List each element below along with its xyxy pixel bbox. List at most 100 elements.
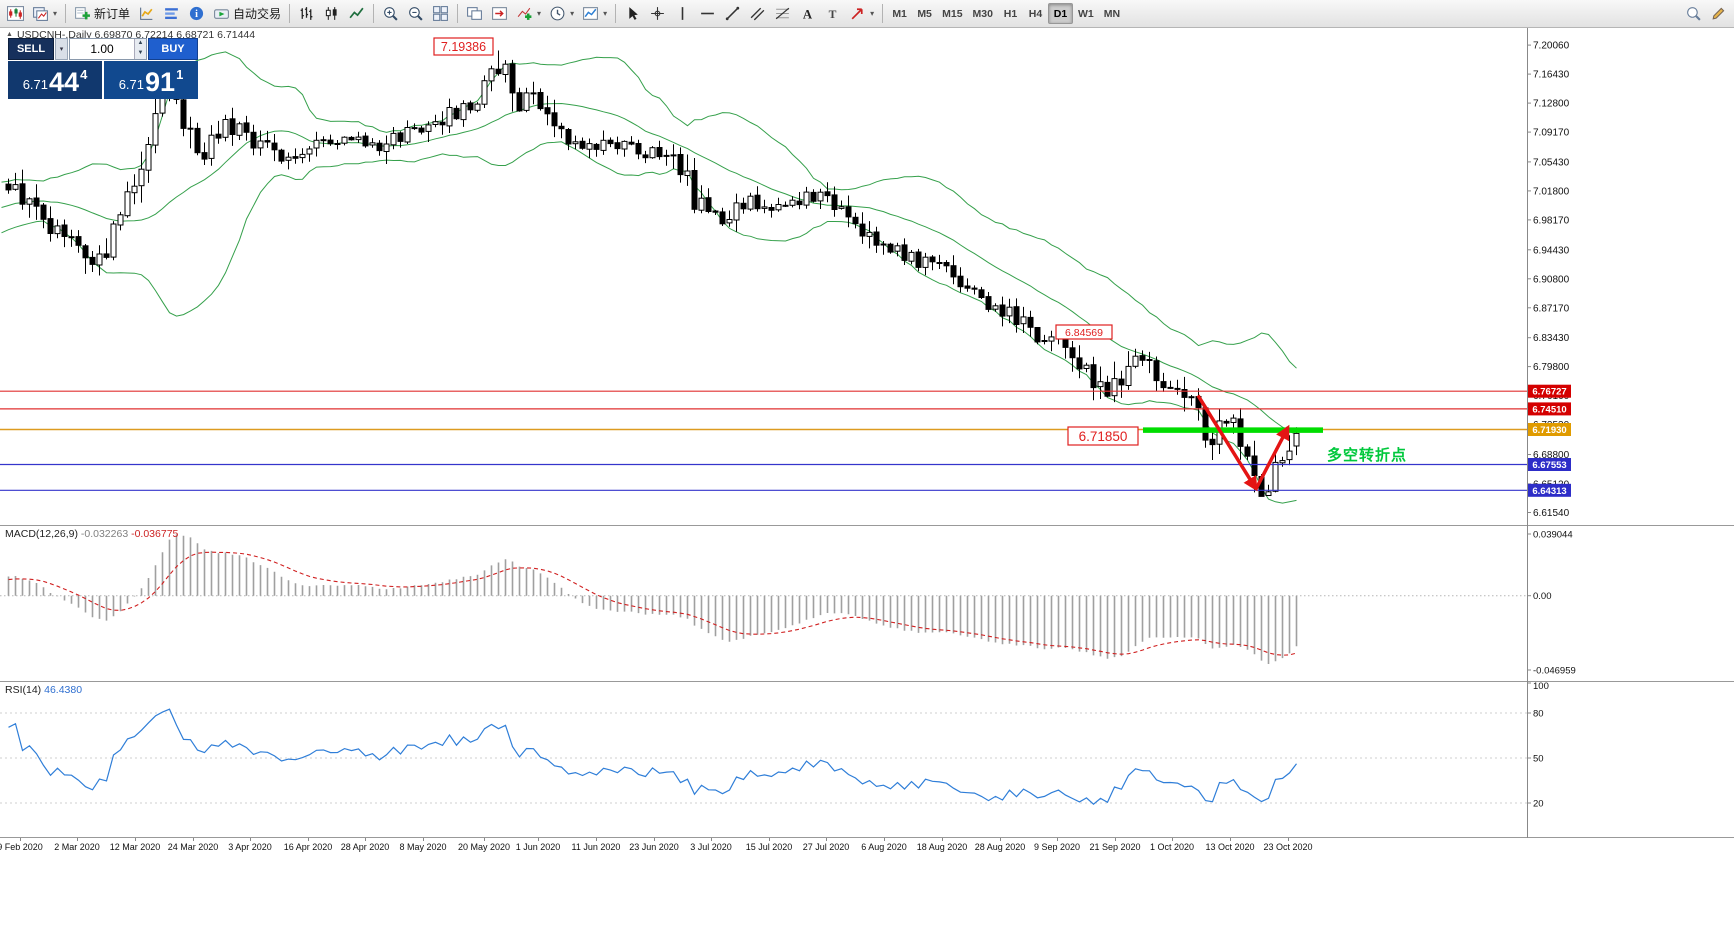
volume-input[interactable] [70, 39, 134, 59]
time-axis[interactable]: 9 Feb 2020 2 Mar 2020 12 Mar 2020 24 Mar 20… [0, 838, 1734, 860]
rsi-scale[interactable]: 100 80 50 20 [1527, 681, 1549, 838]
timeframe-h1-button[interactable]: H1 [998, 3, 1023, 24]
bar-chart-type-button[interactable] [294, 2, 319, 25]
indicators-button[interactable]: ▾ [512, 2, 545, 25]
crosshair-icon [649, 5, 666, 22]
vertical-line-button[interactable] [670, 2, 695, 25]
arrow-objects-button[interactable]: ▾ [845, 2, 878, 25]
buy-price-display[interactable]: 6.71 91 1 [104, 61, 198, 99]
time-axis-tick [193, 838, 194, 841]
info-icon: i [188, 5, 205, 22]
templates-button[interactable]: ▾ [578, 2, 611, 25]
data-window-button[interactable] [159, 2, 184, 25]
tile-windows-button[interactable] [428, 2, 453, 25]
time-axis-tick [1230, 838, 1231, 841]
price-annotation-labels[interactable]: 7.19386 6.84569 6.71850 [433, 37, 1139, 446]
svg-text:80: 80 [1533, 709, 1544, 720]
timeframe-m5-button[interactable]: M5 [912, 3, 937, 24]
timeframe-m15-button[interactable]: M15 [937, 3, 967, 24]
cursor-button[interactable] [620, 2, 645, 25]
about-button[interactable]: i [184, 2, 209, 25]
pivot-annotation-text[interactable]: 多空转折点 [1327, 447, 1408, 464]
trend-arrows[interactable] [1196, 394, 1290, 492]
buy-button[interactable]: BUY [148, 38, 198, 60]
market-watch-button[interactable] [134, 2, 159, 25]
time-axis-tick [423, 838, 424, 841]
fibonacci-icon [774, 5, 791, 22]
svg-text:6.84569: 6.84569 [1065, 327, 1103, 339]
chart-shift-button[interactable] [487, 2, 512, 25]
date-label: 9 Sep 2020 [1033, 842, 1081, 852]
trendline-button[interactable] [720, 2, 745, 25]
timeframe-m1-button[interactable]: M1 [887, 3, 912, 24]
rsi-panel[interactable]: 100 80 50 20 [0, 681, 1734, 838]
sell-price-sup: 4 [80, 67, 88, 82]
search-button[interactable] [1681, 2, 1706, 25]
svg-text:100: 100 [1533, 681, 1549, 692]
timeframe-mn-button[interactable]: MN [1099, 3, 1125, 24]
price-tag [1528, 458, 1571, 471]
market-watch-icon [138, 5, 155, 22]
candle-chart-type-button[interactable] [319, 2, 344, 25]
svg-text:6.98170: 6.98170 [1533, 215, 1570, 226]
crosshair-button[interactable] [645, 2, 670, 25]
chevron-down-icon: ▾ [870, 9, 875, 18]
periods-button[interactable]: ▾ [545, 2, 578, 25]
svg-text:7.09170: 7.09170 [1533, 128, 1570, 139]
timeframe-w1-button[interactable]: W1 [1073, 3, 1099, 24]
svg-text:A: A [803, 7, 813, 21]
horizontal-line-button[interactable] [695, 2, 720, 25]
macd-main-value: -0.032263 [80, 528, 129, 540]
macd-name: MACD(12,26,9) [5, 528, 78, 540]
bollinger-bands [1, 51, 1297, 504]
vertical-line-icon [674, 5, 691, 22]
text-label-button[interactable]: T [820, 2, 845, 25]
date-label: 27 Jul 2020 [802, 842, 850, 852]
macd-scale[interactable]: 0.039044 0.00 -0.046959 [1527, 525, 1576, 681]
time-axis-tick [538, 838, 539, 841]
fibonacci-button[interactable] [770, 2, 795, 25]
timeframe-h4-button[interactable]: H4 [1023, 3, 1048, 24]
main-price-chart[interactable]: 7.19386 6.84569 6.71850 7.20060 7.16430 7.128… [0, 28, 1734, 525]
chart-edit-button[interactable] [1706, 2, 1731, 25]
bollinger-upper [1, 51, 1297, 369]
svg-text:6.71930: 6.71930 [1532, 425, 1566, 436]
svg-text:20: 20 [1533, 799, 1544, 810]
autotrading-button[interactable]: 自动交易 [209, 2, 285, 25]
sell-price-big: 44 [49, 67, 80, 97]
date-label: 3 Apr 2020 [228, 842, 272, 852]
clock-icon [549, 5, 566, 22]
zoom-in-button[interactable] [378, 2, 403, 25]
chart-window[interactable]: 7.19386 6.84569 6.71850 7.20060 7.16430 7.128… [0, 28, 1734, 943]
timeframe-d1-button[interactable]: D1 [1047, 3, 1073, 24]
chart-profiles-button[interactable]: ▾ [28, 2, 61, 25]
date-label: 20 May 2020 [457, 842, 511, 852]
volume-increase-button[interactable]: ▲ [135, 39, 146, 49]
order-type-dropdown[interactable]: ▾ [55, 38, 68, 60]
time-axis-tick [1172, 838, 1173, 841]
macd-histogram [7, 534, 1298, 664]
candlestick-layer [5, 50, 1300, 497]
sell-button[interactable]: SELL [8, 38, 54, 60]
bollinger-middle [1, 102, 1297, 435]
line-chart-type-button[interactable] [344, 2, 369, 25]
svg-text:T: T [829, 8, 837, 21]
cursor-icon [624, 5, 641, 22]
macd-panel[interactable]: 0.039044 0.00 -0.046959 [0, 525, 1734, 681]
chevron-down-icon: ▾ [570, 9, 575, 18]
timeframe-m30-button[interactable]: M30 [968, 3, 998, 24]
zoom-out-button[interactable] [403, 2, 428, 25]
channel-button[interactable] [745, 2, 770, 25]
new-chart-button[interactable] [3, 2, 28, 25]
time-axis-tick [654, 838, 655, 841]
cascade-windows-button[interactable] [462, 2, 487, 25]
price-scale[interactable]: 7.20060 7.16430 7.12800 7.09170 7.05430 7.018… [1527, 28, 1571, 525]
date-label: 11 Jun 2020 [571, 842, 621, 852]
text-button[interactable]: A [795, 2, 820, 25]
sell-price-display[interactable]: 6.71 44 4 [8, 61, 102, 99]
volume-decrease-button[interactable]: ▼ [135, 49, 146, 59]
new-order-button[interactable]: 新订单 [70, 2, 134, 25]
new-order-label: 新订单 [94, 7, 131, 21]
svg-text:6.87170: 6.87170 [1533, 303, 1570, 314]
svg-text:6.83430: 6.83430 [1533, 333, 1570, 344]
